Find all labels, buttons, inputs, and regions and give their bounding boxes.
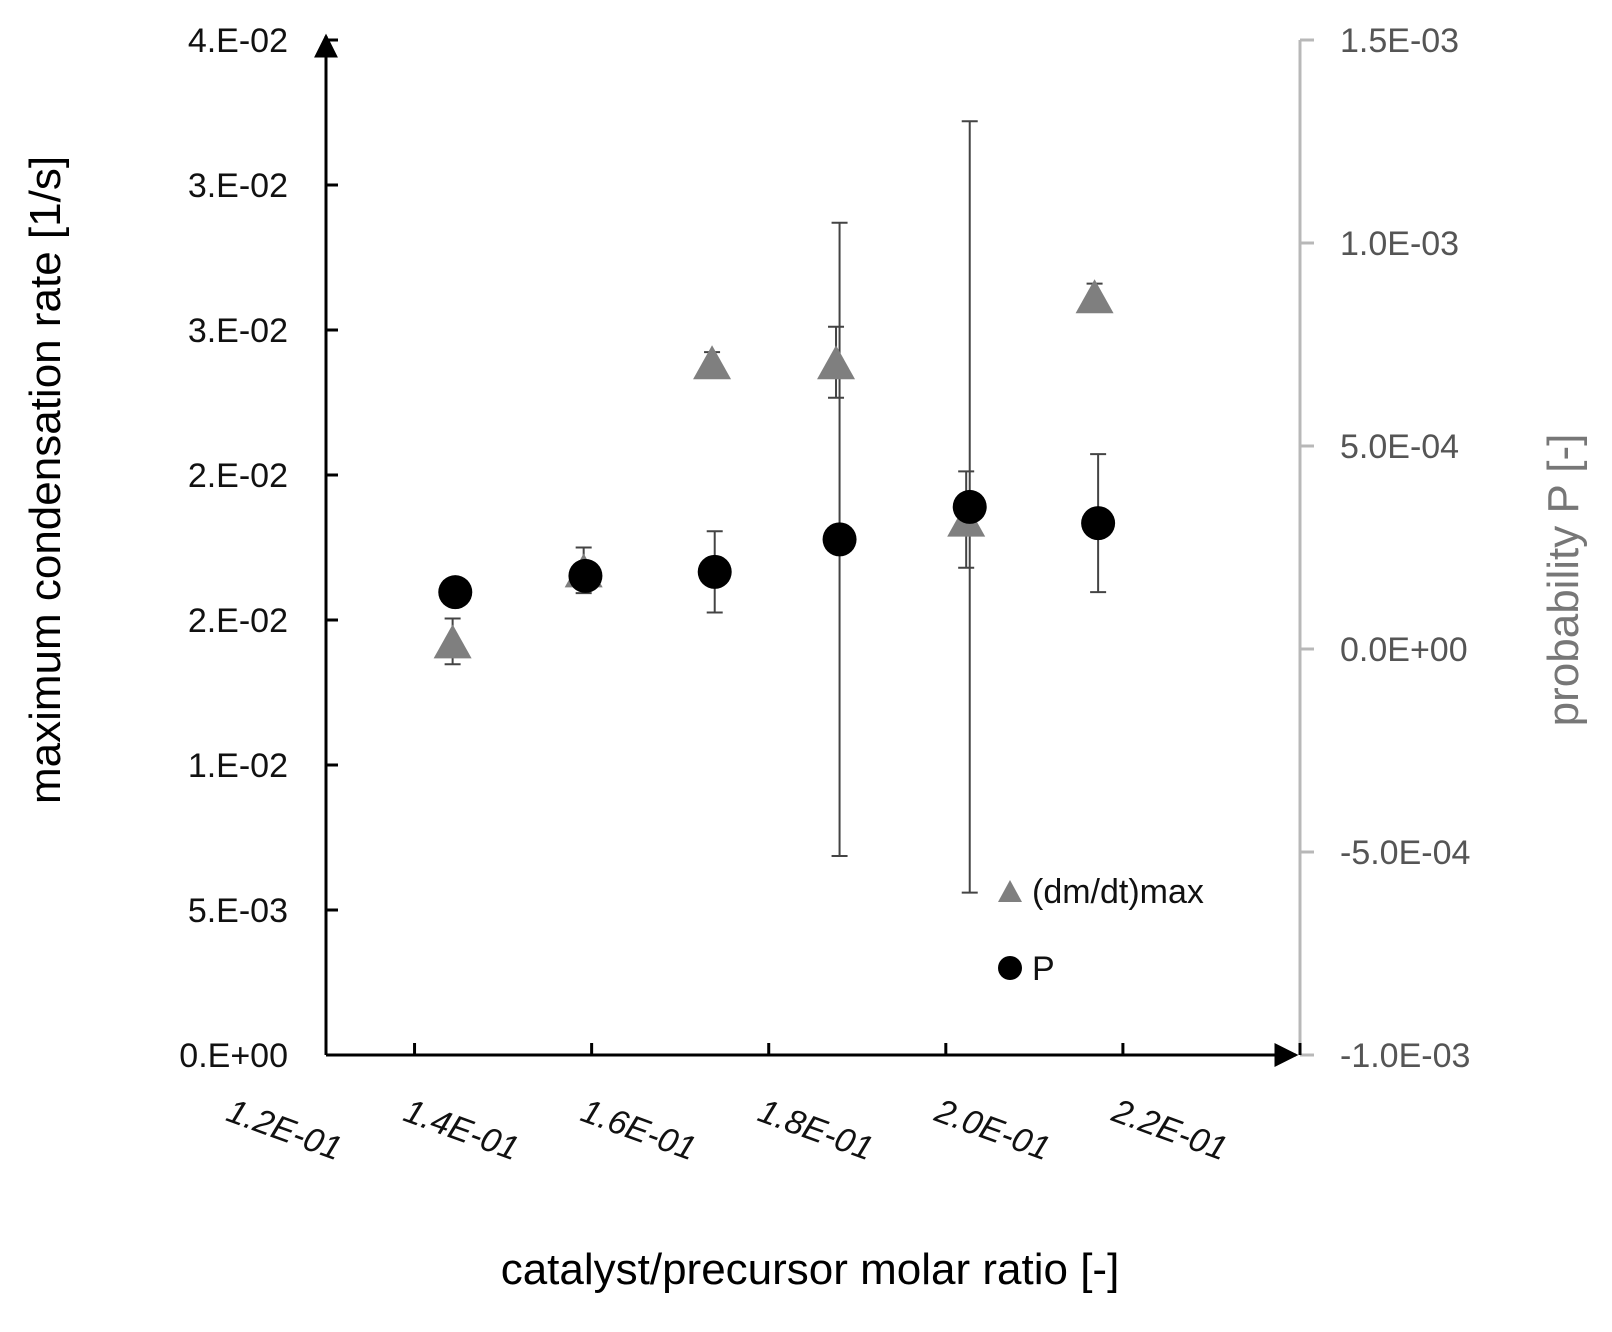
y2-axis-title: probability P [-] <box>1539 434 1588 727</box>
y-tick-label: 3.E-02 <box>188 312 288 350</box>
legend-triangle-marker <box>998 880 1022 902</box>
triangle-point <box>1075 279 1114 314</box>
axes: 0.E+00 5.E-03 1.E-02 2.E-02 2.E-02 3.E-02 3.E-… <box>179 22 1470 1168</box>
y-tick-label: 0.E+00 <box>179 1037 288 1075</box>
y2-tick-label: 5.0E-04 <box>1340 428 1459 466</box>
y-tick-label: 5.E-03 <box>188 892 288 930</box>
circle-point <box>952 489 987 524</box>
triangle-point <box>693 345 732 380</box>
y-tick-label: 4.E-02 <box>188 22 288 60</box>
x-tick-label: 1.8E-01 <box>753 1092 878 1168</box>
legend-label-dmdt: (dm/dt)max <box>1032 873 1204 911</box>
x-tick-label: 1.2E-01 <box>222 1092 347 1168</box>
x-tick-label: 1.6E-01 <box>576 1092 701 1168</box>
x-tick-label: 2.0E-01 <box>929 1091 1055 1168</box>
x-tick-label: 2.2E-01 <box>1106 1091 1232 1168</box>
error-bars <box>444 120 1107 894</box>
y-tick-label: 3.E-02 <box>188 167 288 205</box>
triangle-point <box>433 624 472 659</box>
y-axis-title: maximum condensation rate [1/s] <box>21 156 70 804</box>
x-axis-title: catalyst/precursor molar ratio [-] <box>501 1245 1120 1294</box>
y2-tick-label: -5.0E-04 <box>1340 834 1470 872</box>
y-tick-label: 2.E-02 <box>188 457 288 495</box>
circle-point <box>438 575 473 610</box>
triangle-point <box>817 345 856 380</box>
legend-circle-marker <box>998 956 1022 980</box>
y-tick-label: 2.E-02 <box>188 602 288 640</box>
x-tick-label: 1.4E-01 <box>399 1092 524 1168</box>
legend: (dm/dt)max P <box>998 873 1204 988</box>
data-marks <box>433 279 1116 659</box>
circle-point <box>1081 506 1116 541</box>
y2-tick-label: 0.0E+00 <box>1340 631 1468 669</box>
circle-point <box>568 558 603 593</box>
circle-point <box>697 554 732 589</box>
y2-tick-label: -1.0E-03 <box>1340 1037 1470 1075</box>
circle-point <box>822 522 857 557</box>
y-tick-label: 1.E-02 <box>188 747 288 785</box>
legend-label-p: P <box>1032 950 1055 988</box>
y2-tick-label: 1.5E-03 <box>1340 22 1459 60</box>
y2-tick-label: 1.0E-03 <box>1340 225 1459 263</box>
